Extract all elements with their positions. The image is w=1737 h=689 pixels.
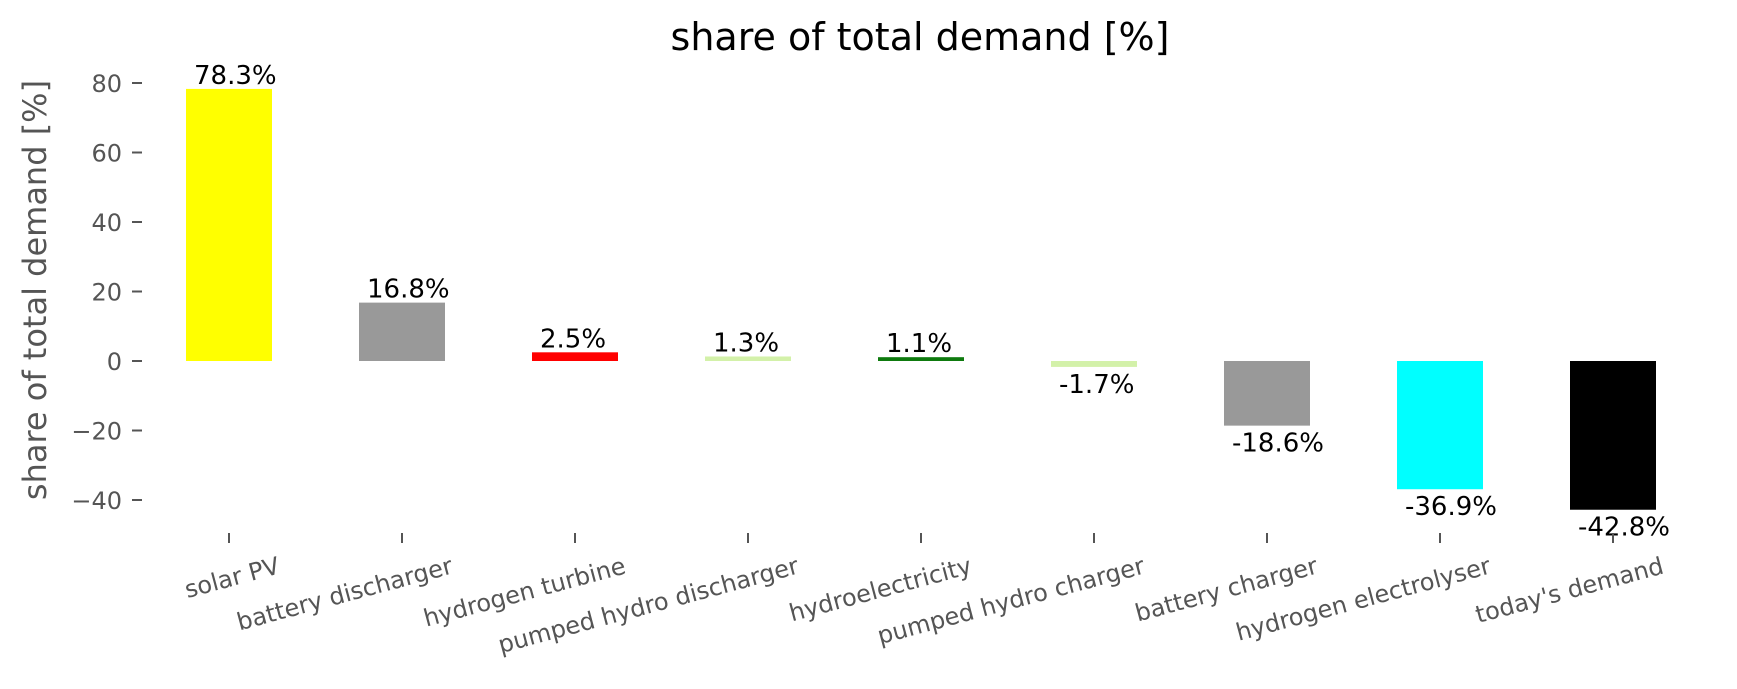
bar-4 — [878, 357, 964, 361]
chart-title: share of total demand [%] — [671, 15, 1170, 59]
bar-data-label: 1.1% — [886, 329, 952, 359]
x-tick-label: pumped hydro discharger — [495, 552, 802, 659]
x-tick-label: solar PV — [182, 552, 283, 604]
y-axis-label: share of total demand [%] — [16, 80, 54, 500]
bar-data-label: 78.3% — [194, 61, 277, 91]
y-tick-label: 80 — [91, 70, 122, 98]
y-tick-label: 0 — [107, 348, 122, 376]
bar-0 — [186, 88, 272, 361]
x-tick-label: today's demand — [1472, 552, 1666, 629]
bar-1 — [359, 302, 445, 361]
bar-data-label: -1.7% — [1059, 370, 1134, 400]
data-labels-group: 78.3% 16.8% 2.5% 1.3% 1.1% -1.7% -18.6% -36.9% -… — [194, 61, 1670, 543]
y-tick-label: 60 — [91, 140, 122, 168]
y-tick-label: −20 — [71, 418, 122, 446]
bars-group — [186, 88, 1656, 510]
bar-8 — [1570, 361, 1656, 510]
bar-data-label: 2.5% — [540, 324, 606, 354]
bar-6 — [1224, 361, 1310, 426]
y-tick-label: 40 — [91, 209, 122, 237]
bar-2 — [532, 352, 618, 361]
bar-data-label: -42.8% — [1578, 513, 1670, 543]
bar-7 — [1397, 361, 1483, 490]
bar-3 — [705, 356, 791, 361]
bar-data-label: 1.3% — [713, 328, 779, 358]
bar-data-label: 16.8% — [367, 275, 450, 305]
bar-data-label: -36.9% — [1405, 492, 1497, 522]
bar-data-label: -18.6% — [1232, 429, 1324, 459]
y-tick-label: 20 — [91, 279, 122, 307]
y-tick-label: −40 — [71, 487, 122, 515]
y-axis: 80 60 40 20 0 −20 −40 — [71, 70, 142, 515]
bar-5 — [1051, 361, 1137, 367]
